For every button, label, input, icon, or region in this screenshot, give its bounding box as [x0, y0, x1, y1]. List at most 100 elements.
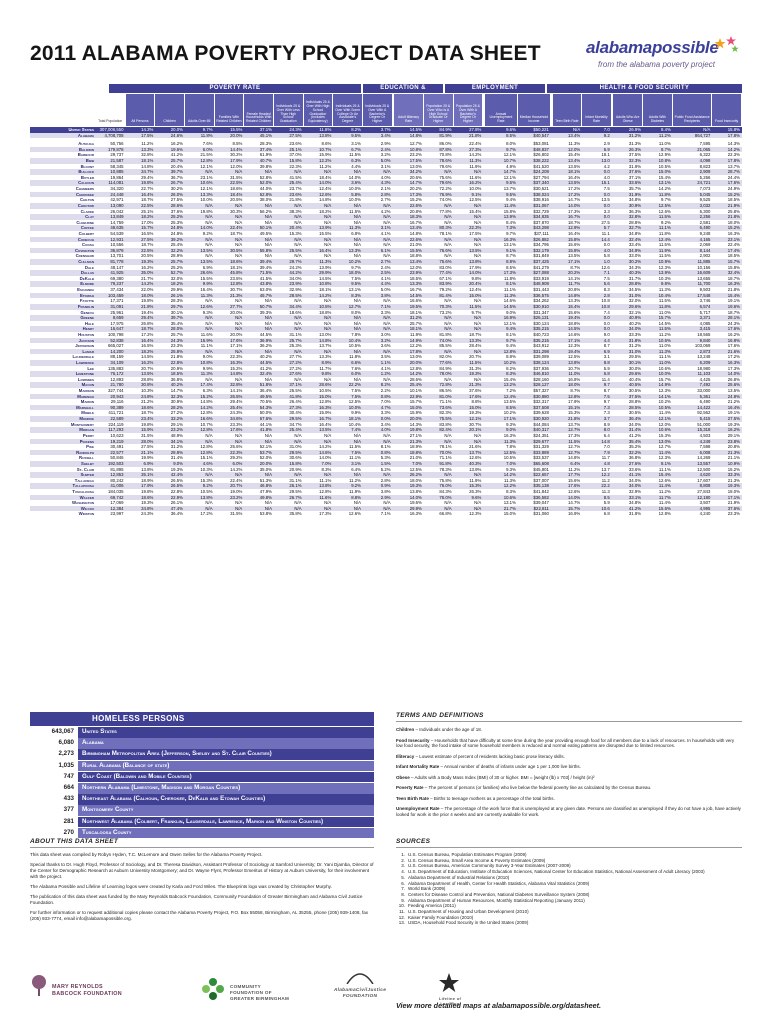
table-cell: N/A: [294, 298, 302, 304]
table-cell: 17,975: [110, 320, 124, 326]
table-cell: 15.7%: [141, 225, 154, 231]
table-row: Limestone 76,172 13.5% 18.5% 11.3% 14.8% 32.4%…: [30, 371, 742, 377]
table-cell: 2.7%: [380, 259, 391, 265]
about-paragraph: The publication of this data sheet was f…: [30, 894, 363, 905]
table-row: Baldwin 179,878 13.3% 19.6% 6.0% 14.4% 37.4% 25…: [30, 146, 742, 153]
table-cell: 11.0%: [658, 141, 671, 147]
table-cell: 36.9%: [259, 337, 272, 343]
table-cell: 15.3%: [658, 432, 671, 438]
table-cell: 18,565: [697, 331, 711, 337]
table-cell: N/A: [324, 315, 332, 321]
table-cell: 12.3%: [658, 264, 671, 270]
table-row: Jefferson 665,027 16.5% 23.3% 11.1% 17.1% 36.2…: [30, 343, 742, 349]
table-cell: 21.9%: [727, 500, 740, 506]
table-cell: 15.2%: [200, 393, 213, 399]
table-cell: 79.6%: [439, 163, 452, 169]
table-cell: 13.7: [601, 466, 610, 472]
table-cell: 12.1%: [469, 416, 482, 422]
table-cell: 11.1%: [658, 466, 671, 472]
table-cell: 15.0%: [503, 511, 516, 517]
table-cell: 17.3%: [568, 208, 581, 214]
table-cell: 8.1%: [506, 281, 516, 287]
row-name: Cherokee: [30, 191, 96, 198]
table-cell: 15.1%: [200, 455, 213, 461]
table-cell: N/A: [294, 202, 302, 208]
table-cell: 31.5%: [230, 511, 243, 517]
table-cell: 39.7%: [170, 169, 183, 175]
table-cell: 90,389: [110, 404, 124, 410]
table-cell: 14.1%: [568, 275, 581, 281]
table-cell: 12.7%: [409, 141, 422, 147]
table-cell: 14.2%: [230, 466, 243, 472]
table-cell: 9.7: [603, 399, 610, 405]
table-cell: 9.7%: [506, 337, 516, 343]
table-cell: 12.8%: [230, 281, 243, 287]
table-cell: 31.0%: [289, 444, 302, 450]
table-cell: $43,912: [533, 343, 549, 349]
table-cell: 14.0%: [200, 225, 213, 231]
table-cell: $31,298: [533, 348, 549, 354]
table-cell: 33.0%: [628, 253, 642, 259]
table-cell: 31.9%: [628, 191, 642, 197]
row-name: United States: [30, 127, 96, 133]
table-cell: 13.7%: [469, 449, 482, 455]
table-cell: $22,657: [533, 472, 549, 478]
table-cell: 2.4%: [380, 146, 391, 152]
table-cell: 14.8%: [568, 455, 581, 461]
table-cell: 31.9%: [628, 163, 642, 169]
table-cell: 18.2%: [141, 348, 154, 354]
table-cell: 11.3%: [568, 141, 581, 147]
table-cell: 3.1%: [380, 163, 391, 169]
table-cell: 44.5%: [259, 359, 272, 365]
table-cell: 3.6%: [380, 343, 391, 349]
table-cell: 12.6%: [200, 303, 213, 309]
table-cell: 0.0%: [380, 416, 391, 422]
table-cell: 15.5%: [319, 230, 332, 236]
table-cell: N/A: [444, 202, 452, 208]
table-cell: 30.2%: [170, 186, 183, 192]
table-cell: 14.7%: [568, 500, 581, 506]
table-cell: 17.8%: [409, 348, 422, 354]
table-cell: 21.8%: [469, 132, 482, 138]
table-cell: 10.0%: [348, 186, 361, 192]
term-text: – Households that have difficulty at som…: [396, 737, 735, 749]
row-name: Montgomery: [30, 421, 96, 428]
table-cell: $41,279: [533, 264, 549, 270]
table-cell: 16.3%: [727, 230, 740, 236]
table-cell: 25.7%: [409, 320, 422, 326]
table-cell: 31.1%: [289, 477, 302, 483]
table-cell: 14.4%: [230, 146, 243, 152]
table-row: Clarke 26,042 25.1% 37.6% 19.8% 30.3% 56.2% 38.…: [30, 208, 742, 215]
table-cell: 3.0%: [380, 331, 391, 337]
table-cell: 16.4%: [141, 191, 154, 197]
table-cell: 20.1%: [469, 427, 482, 433]
table-cell: 29.9%: [409, 505, 422, 511]
homeless-row: 433 Northeast Alabama (Calhoun, Cherokee,…: [30, 794, 374, 805]
table-cell: 35.0%: [259, 466, 272, 472]
table-cell: 9.4%: [506, 197, 516, 203]
table-cell: 14.9%: [409, 337, 422, 343]
table-cell: 5.8: [603, 253, 610, 259]
arch-icon: [346, 973, 374, 984]
table-cell: 19.5%: [409, 303, 422, 309]
table-cell: 23.2%: [409, 152, 422, 158]
table-cell: 11.0%: [568, 371, 581, 377]
table-cell: N/A: [383, 214, 391, 220]
source-number: 4.: [401, 869, 405, 875]
table-cell: 8.7%: [570, 264, 581, 270]
table-cell: 7.5%: [351, 388, 361, 394]
table-row: Morgan 117,293 15.9% 23.2% 12.8% 17.6% 41.8% 25…: [30, 427, 742, 433]
footer-link-note[interactable]: View more detailed maps at alabamapossib…: [396, 1001, 602, 1010]
table-cell: 18.6%: [230, 186, 243, 192]
table-cell: 6,300: [699, 208, 711, 214]
table-cell: 39.7%: [170, 315, 183, 321]
table-cell: 27.5%: [289, 132, 302, 138]
table-cell: 13.1%: [503, 500, 516, 506]
table-cell: 37.6%: [170, 208, 183, 214]
row-name: Lowndes: [30, 376, 96, 383]
table-cell: 36,878: [110, 247, 124, 253]
table-cell: 31.2%: [628, 343, 642, 349]
table-cell: 40.3%: [469, 460, 482, 466]
table-cell: 15.5%: [230, 127, 243, 132]
table-cell: N/A: [444, 348, 452, 354]
